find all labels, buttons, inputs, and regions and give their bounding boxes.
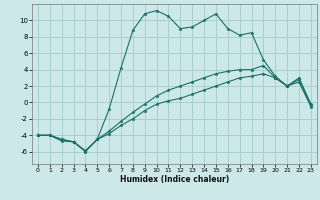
- X-axis label: Humidex (Indice chaleur): Humidex (Indice chaleur): [120, 175, 229, 184]
